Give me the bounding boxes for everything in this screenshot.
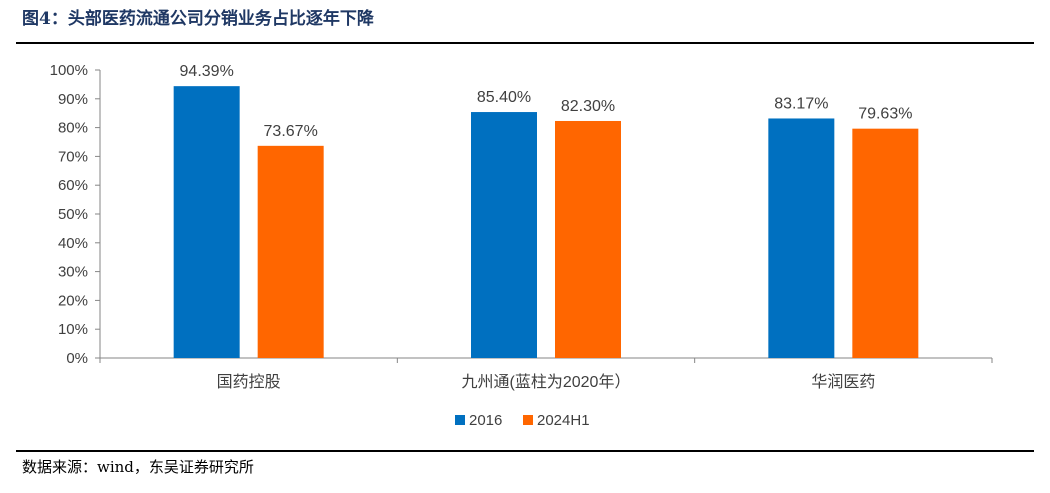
y-tick-label: 40% xyxy=(58,235,88,252)
legend-swatch-2016 xyxy=(455,415,465,425)
y-tick-label: 30% xyxy=(58,264,88,281)
x-tick-label: 国药控股 xyxy=(217,373,281,391)
y-tick-label: 10% xyxy=(58,321,88,338)
title-rule xyxy=(16,42,1034,44)
figure-title: 图4：头部医药流通公司分销业务占比逐年下降 xyxy=(22,9,374,29)
y-tick-label: 70% xyxy=(58,148,88,165)
bar-2016 xyxy=(173,86,240,358)
legend: 2016 2024H1 xyxy=(455,412,590,429)
y-tick-label: 20% xyxy=(58,292,88,309)
bar-2024H1 xyxy=(555,120,621,358)
y-tick-label: 60% xyxy=(58,177,88,194)
y-tick-label: 50% xyxy=(58,206,88,223)
data-labels: 94.39% 85.40% 83.17% 73.67% 82.30% 79.63% xyxy=(180,63,913,140)
legend-label: 2024H1 xyxy=(537,412,590,429)
y-tick-label: 100% xyxy=(50,62,88,79)
bar-2016 xyxy=(471,112,537,358)
data-label: 83.17% xyxy=(774,95,828,112)
y-tick-label: 90% xyxy=(58,91,88,108)
legend-label: 2016 xyxy=(469,412,502,429)
bar-2024H1 xyxy=(852,128,919,358)
x-tick-label: 九州通(蓝柱为2020年） xyxy=(462,373,631,391)
legend-swatch-2024H1 xyxy=(523,415,533,425)
y-axis: 0% 10% 20% 30% 40% 50% 60% 70% 80% 90% 100% xyxy=(50,62,101,367)
bar-2016 xyxy=(768,118,835,358)
y-tick-label: 0% xyxy=(66,350,88,367)
data-label: 79.63% xyxy=(858,106,912,123)
bars xyxy=(173,86,919,358)
source-rule xyxy=(16,450,1034,452)
data-label: 73.67% xyxy=(264,123,318,140)
data-label: 82.30% xyxy=(561,98,615,115)
data-label: 85.40% xyxy=(477,89,531,106)
x-tick-label: 华润医药 xyxy=(811,373,875,391)
bar-2024H1 xyxy=(257,145,324,358)
x-axis: 国药控股 九州通(蓝柱为2020年） 华润医药 xyxy=(99,357,993,391)
source-note: 数据来源：wind，东吴证券研究所 xyxy=(22,458,254,476)
bar-chart: 0% 10% 20% 30% 40% 50% 60% 70% 80% 90% 100% 国药控股 九州… xyxy=(50,62,993,429)
y-tick-label: 80% xyxy=(58,120,88,137)
data-label: 94.39% xyxy=(180,63,234,80)
